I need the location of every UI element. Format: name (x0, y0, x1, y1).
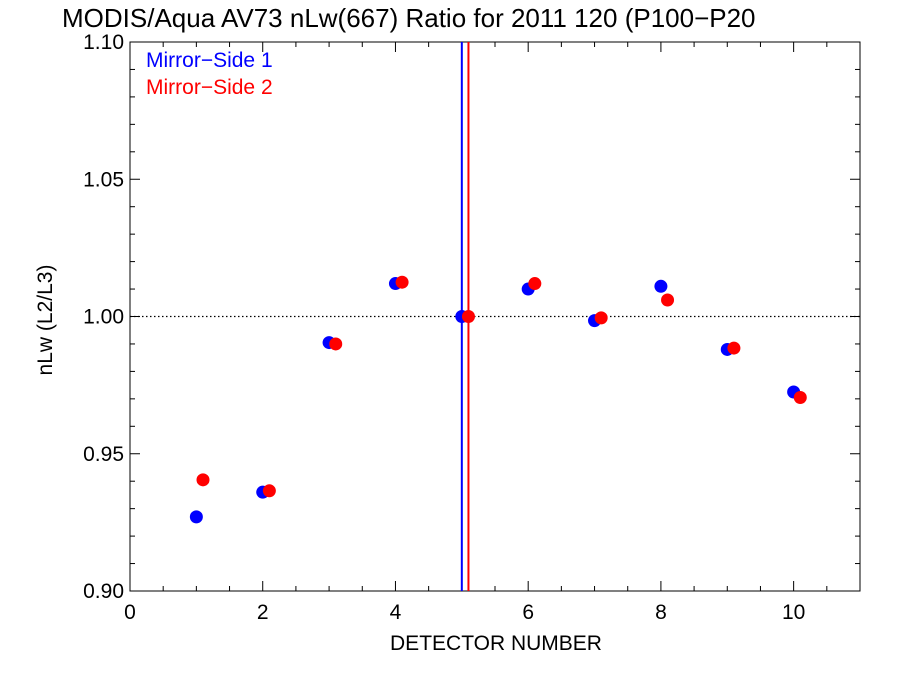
x-tick-label: 2 (257, 601, 269, 624)
x-tick-label: 4 (390, 601, 402, 624)
legend-item-mirror-side-2: Mirror−Side 2 (146, 76, 273, 99)
x-axis-label: DETECTOR NUMBER (390, 632, 602, 655)
data-point-series-2 (528, 277, 542, 291)
y-tick-label: 1.10 (83, 31, 124, 54)
data-point-series-2 (262, 484, 276, 498)
plot-area: 0 2 4 6 8 10 0.90 0.95 1.00 1.05 1.10 (83, 31, 861, 624)
y-tick-label: 1.05 (83, 168, 124, 191)
x-tick-label: 0 (124, 601, 136, 624)
y-tick-label: 0.95 (83, 443, 124, 466)
data-point-series-2 (196, 473, 210, 487)
y-tick-label: 1.00 (83, 306, 124, 329)
x-tick-label: 8 (655, 601, 667, 624)
x-tick-label: 10 (782, 601, 805, 624)
chart-title: MODIS/Aqua AV73 nLw(667) Ratio for 2011 … (62, 3, 756, 33)
data-point-series-2 (329, 337, 343, 351)
data-point-series-2 (793, 390, 807, 404)
data-point-series-2 (395, 275, 409, 289)
data-point-series-2 (594, 311, 608, 325)
data-point-series-2 (461, 310, 475, 323)
legend-item-mirror-side-1: Mirror−Side 1 (146, 49, 273, 72)
y-axis-label: nLw (L2/L3) (34, 265, 57, 376)
x-tick-label: 6 (522, 601, 534, 624)
data-point-series-2 (661, 293, 675, 307)
data-point-series-1 (189, 510, 203, 524)
data-point-series-2 (727, 341, 741, 355)
data-point-series-1 (654, 279, 668, 293)
y-tick-label: 0.90 (83, 580, 124, 603)
